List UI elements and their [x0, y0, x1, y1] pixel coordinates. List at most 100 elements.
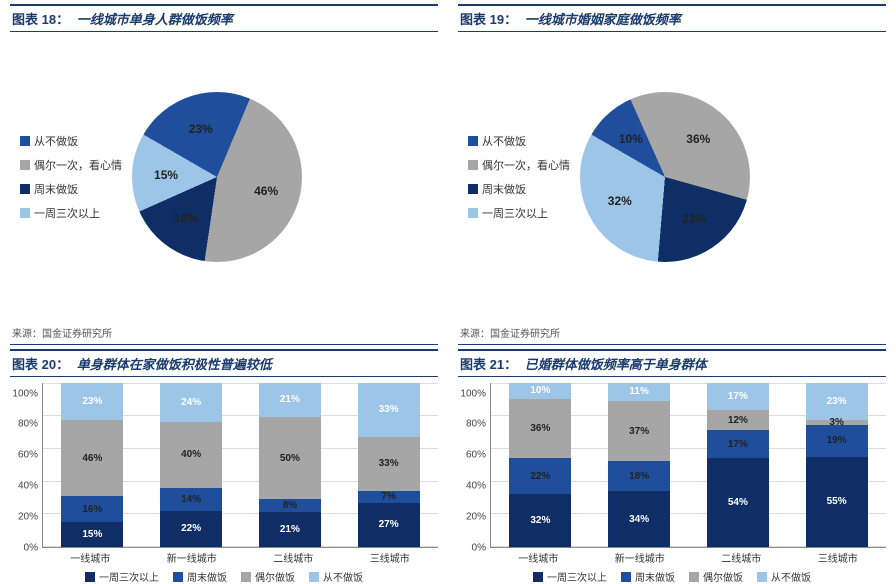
legend-item: 从不做饭	[20, 133, 122, 149]
x-axis-label: 新一线城市	[615, 550, 665, 565]
bar-segment: 27%	[358, 503, 420, 547]
legend-label: 周末做饭	[34, 181, 78, 197]
bar-segment: 23%	[61, 383, 123, 421]
legend-item: 一周三次以上	[20, 205, 122, 221]
legend-item: 偶尔一次，看心情	[20, 157, 122, 173]
legend-item: 偶尔一次，看心情	[468, 157, 570, 173]
bar-segment: 12%	[707, 410, 769, 430]
bar-column: 15%16%46%23%	[61, 383, 123, 548]
legend-item: 一周三次以上	[85, 569, 159, 584]
panel-18: 图表 18： 一线城市单身人群做饭频率 从不做饭偶尔一次，看心情周末做饭一周三次…	[0, 0, 448, 345]
legend-item: 一周三次以上	[468, 205, 570, 221]
bar-segment: 22%	[160, 511, 222, 547]
bar-segment: 21%	[259, 383, 321, 418]
bar-segment: 37%	[608, 401, 670, 462]
legend-swatch	[20, 184, 30, 194]
panel-19-title: 图表 19： 一线城市婚姻家庭做饭频率	[458, 4, 886, 32]
pie-slice-label: 10%	[619, 132, 643, 146]
legend-swatch	[757, 572, 767, 582]
panel-19-source: 来源：国金证券研究所	[458, 323, 886, 345]
bar-column: 32%22%36%10%	[509, 383, 571, 548]
pie-19: 10%36%22%32%	[580, 92, 750, 262]
panel-19: 图表 19： 一线城市婚姻家庭做饭频率 从不做饭偶尔一次，看心情周末做饭一周三次…	[448, 0, 896, 345]
pie-slice-label: 23%	[189, 122, 213, 136]
panel-20-text: 单身群体在家做饭积极性普遍较低	[77, 357, 272, 372]
bar-column: 55%19%3%23%	[806, 383, 868, 548]
legend-swatch	[468, 160, 478, 170]
legend-label: 从不做饭	[771, 569, 811, 584]
legend-item: 从不做饭	[309, 569, 363, 584]
legend-item: 偶尔做饭	[689, 569, 743, 584]
bar-segment: 10%	[509, 383, 571, 399]
bar-segment: 15%	[61, 522, 123, 547]
legend-label: 偶尔一次，看心情	[34, 157, 122, 173]
bar-segment: 33%	[358, 437, 420, 491]
bar-21: 0%20%40%60%80%100%32%22%36%10%34%18%37%1…	[458, 377, 886, 584]
bar-segment: 55%	[806, 457, 868, 547]
legend-label: 一周三次以上	[34, 205, 100, 221]
bar-segment: 17%	[707, 430, 769, 458]
bar-segment: 14%	[160, 488, 222, 511]
bar-column: 34%18%37%11%	[608, 383, 670, 548]
bar-segment: 34%	[608, 491, 670, 547]
legend-label: 周末做饭	[482, 181, 526, 197]
bar-segment: 36%	[509, 399, 571, 458]
bar-segment: 50%	[259, 417, 321, 499]
legend-swatch	[173, 572, 183, 582]
panel-18-title: 图表 18： 一线城市单身人群做饭频率	[10, 4, 438, 32]
panel-18-num: 图表 18：	[12, 12, 69, 27]
bar-segment: 23%	[806, 383, 868, 421]
legend-item: 周末做饭	[173, 569, 227, 584]
bar-column: 22%14%40%24%	[160, 383, 222, 548]
bar-column: 27%7%33%33%	[358, 383, 420, 548]
legend-item: 周末做饭	[468, 181, 570, 197]
legend-swatch	[309, 572, 319, 582]
legend-item: 偶尔做饭	[241, 569, 295, 584]
bar-segment: 54%	[707, 458, 769, 547]
x-axis-label: 二线城市	[721, 550, 761, 565]
panel-19-text: 一线城市婚姻家庭做饭频率	[525, 12, 681, 27]
chart-grid: 图表 18： 一线城市单身人群做饭频率 从不做饭偶尔一次，看心情周末做饭一周三次…	[0, 0, 896, 584]
panel-21: 图表 21： 已婚群体做饭频率高于单身群体 0%20%40%60%80%100%…	[448, 345, 896, 584]
bar-segment: 7%	[358, 491, 420, 503]
legend-item: 从不做饭	[468, 133, 570, 149]
legend-item: 从不做饭	[757, 569, 811, 584]
pie-slice-label: 22%	[682, 212, 706, 226]
legend-label: 一周三次以上	[547, 569, 607, 584]
legend-label: 一周三次以上	[99, 569, 159, 584]
panel-19-num: 图表 19：	[460, 12, 517, 27]
legend-swatch	[468, 208, 478, 218]
bar-20: 0%20%40%60%80%100%15%16%46%23%22%14%40%2…	[10, 377, 438, 584]
legend-label: 一周三次以上	[482, 205, 548, 221]
legend-item: 周末做饭	[621, 569, 675, 584]
bar-segment: 11%	[608, 383, 670, 401]
legend-item: 一周三次以上	[533, 569, 607, 584]
bar-segment: 33%	[358, 383, 420, 437]
pie-slice-label: 32%	[608, 194, 632, 208]
pie-slice-label: 46%	[254, 184, 278, 198]
pie-slice-label: 16%	[174, 211, 198, 225]
legend-swatch	[20, 160, 30, 170]
panel-20-title: 图表 20： 单身群体在家做饭积极性普遍较低	[10, 349, 438, 377]
bar-segment: 16%	[61, 496, 123, 522]
legend-swatch	[241, 572, 251, 582]
pie-18-legend: 从不做饭偶尔一次，看心情周末做饭一周三次以上	[20, 133, 122, 221]
x-axis-label: 二线城市	[273, 550, 313, 565]
pie-slice-label: 15%	[154, 168, 178, 182]
legend-swatch	[85, 572, 95, 582]
bar-segment: 19%	[806, 425, 868, 456]
legend-swatch	[689, 572, 699, 582]
legend-swatch	[20, 136, 30, 146]
legend-swatch	[468, 136, 478, 146]
x-axis-label: 新一线城市	[167, 550, 217, 565]
legend-label: 从不做饭	[482, 133, 526, 149]
legend-item: 周末做饭	[20, 181, 122, 197]
bar-segment: 40%	[160, 422, 222, 488]
panel-21-title: 图表 21： 已婚群体做饭频率高于单身群体	[458, 349, 886, 377]
pie-19-legend: 从不做饭偶尔一次，看心情周末做饭一周三次以上	[468, 133, 570, 221]
legend-label: 偶尔做饭	[703, 569, 743, 584]
x-axis-label: 一线城市	[518, 550, 558, 565]
legend-swatch	[468, 184, 478, 194]
legend-swatch	[621, 572, 631, 582]
legend-label: 偶尔做饭	[255, 569, 295, 584]
